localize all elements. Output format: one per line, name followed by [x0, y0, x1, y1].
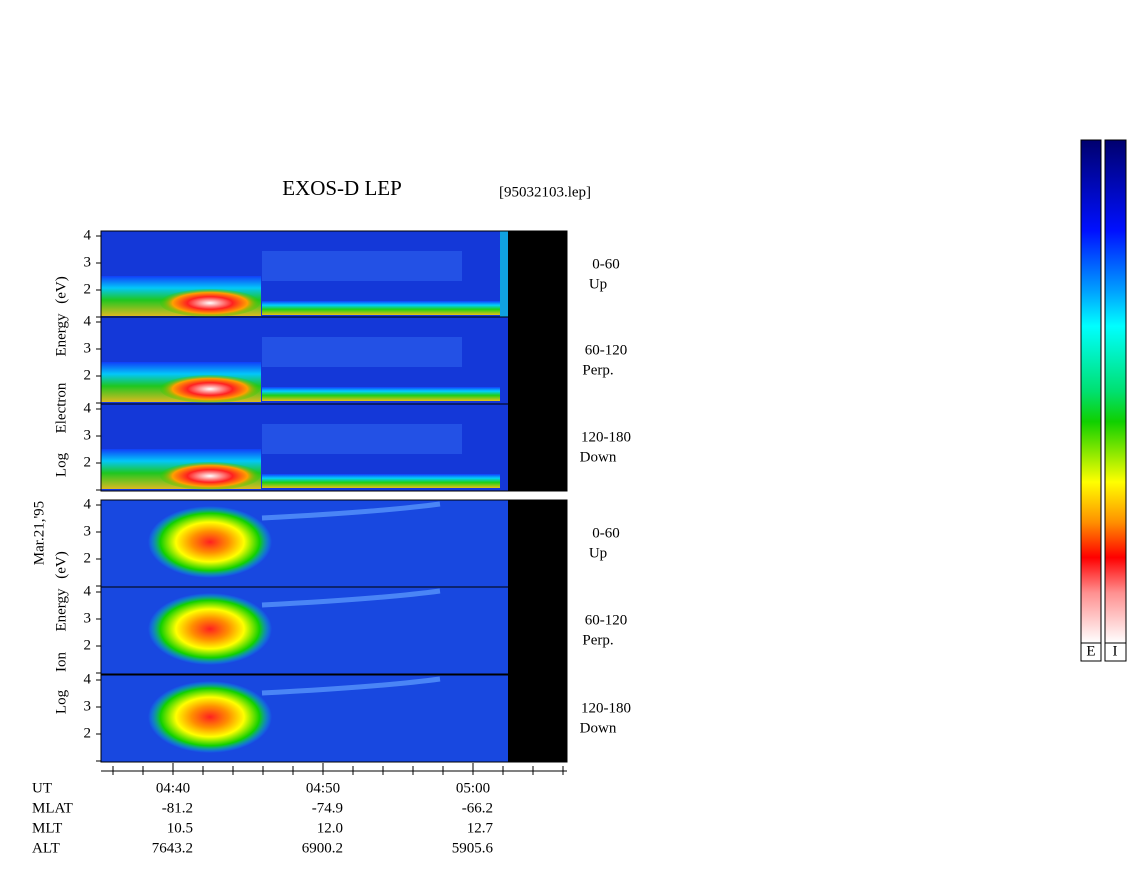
ion-streak — [261, 501, 441, 521]
y-tick-label: 3 — [84, 523, 92, 539]
no-data — [508, 231, 567, 318]
no-data — [508, 404, 567, 491]
row-label: MLT — [32, 820, 62, 836]
ion-region — [148, 681, 272, 753]
row-value: -81.2 — [162, 800, 193, 816]
row-value: 7643.2 — [152, 840, 193, 856]
hot-region — [160, 375, 260, 403]
y-tick-label: 2 — [84, 454, 92, 470]
orbit-table: UT 04:40 04:50 05:00 MLAT -81.2 -74.9 -66.2 MLT 1… — [32, 780, 494, 856]
axis-label: Log — [53, 452, 69, 477]
low-band — [262, 474, 500, 488]
axis-label: (eV) — [53, 276, 69, 303]
y-tick-label: 2 — [84, 637, 92, 653]
haze — [262, 424, 462, 454]
y-tick-label: 4 — [84, 227, 92, 243]
row-value: 10.5 — [167, 820, 193, 836]
colorbar-label-box — [1080, 642, 1102, 662]
panel-frame — [100, 586, 568, 675]
y-tick-label: 2 — [84, 725, 92, 741]
axis-label: Ion — [53, 652, 69, 672]
colorbars: E I — [1080, 139, 1127, 662]
colorbar-label: E — [1086, 643, 1095, 659]
haze — [262, 251, 462, 281]
panel-range: 120-180 — [581, 700, 631, 716]
axis-label: Energy — [53, 313, 69, 357]
panel: 2 3 4 60-120 Perp. — [84, 313, 628, 405]
panel-direction: Perp. — [582, 362, 613, 378]
time-ticks — [112, 763, 564, 775]
hot-region — [160, 462, 260, 490]
y-tick-label: 4 — [84, 496, 92, 512]
no-data — [508, 500, 567, 587]
panel-direction: Up — [589, 276, 607, 292]
title: EXOS-D LEP — [282, 176, 402, 200]
no-data — [508, 587, 567, 674]
panels: 2 3 4 0-60 Up 2 3 4 60-120 Perp. 2 3 4 120-180 Down 2 3 4… — [53, 227, 631, 763]
axis-label: Energy — [53, 588, 69, 632]
row-label: UT — [32, 780, 52, 796]
colorbar-e — [1080, 139, 1102, 644]
axis-label: Log — [53, 689, 69, 714]
row-value: -66.2 — [462, 800, 493, 816]
axis-label: Electron — [53, 382, 69, 433]
y-tick-label: 4 — [84, 671, 92, 687]
colorbar-i — [1104, 139, 1127, 644]
panel-direction: Up — [589, 545, 607, 561]
y-tick-label: 3 — [84, 254, 92, 270]
panel-range: 60-120 — [585, 612, 628, 628]
row-value: 5905.6 — [452, 840, 494, 856]
colorbar-label: I — [1113, 643, 1118, 659]
panel: 2 3 4 0-60 Up — [84, 227, 620, 319]
colorbar-label-box — [1104, 642, 1127, 662]
row-value: 04:50 — [306, 780, 340, 796]
axis-label: (eV) — [53, 551, 69, 578]
low-band — [262, 387, 500, 401]
y-tick-label: 2 — [84, 367, 92, 383]
ion-region — [148, 506, 272, 578]
y-tick-label: 4 — [84, 400, 92, 416]
y-tick-label: 3 — [84, 610, 92, 626]
y-tick-label: 4 — [84, 583, 92, 599]
y-tick-label: 3 — [84, 340, 92, 356]
panel-range: 0-60 — [592, 525, 620, 541]
no-data — [508, 317, 567, 404]
panel: 2 3 4 60-120 Perp. — [84, 583, 628, 675]
low-band — [262, 301, 500, 315]
panel-direction: Perp. — [582, 632, 613, 648]
panel-range: 120-180 — [581, 429, 631, 445]
row-label: ALT — [32, 840, 60, 856]
no-data — [508, 675, 567, 762]
haze — [262, 337, 462, 367]
row-value: 12.7 — [467, 820, 494, 836]
panel: 2 3 4 120-180 Down — [84, 671, 631, 763]
row-value: -74.9 — [312, 800, 343, 816]
ion-streak — [261, 588, 441, 608]
date: Mar.21,'95 — [31, 501, 47, 565]
row-value: 05:00 — [456, 780, 490, 796]
ion-region — [148, 593, 272, 665]
row-value: 04:40 — [156, 780, 190, 796]
panel: 2 3 4 0-60 Up — [84, 496, 620, 588]
y-tick-label: 3 — [84, 427, 92, 443]
y-tick-label: 2 — [84, 281, 92, 297]
ion-streak — [261, 676, 441, 696]
panel-direction: Down — [580, 449, 617, 465]
row-value: 12.0 — [317, 820, 343, 836]
panel-frame — [100, 674, 568, 763]
row-label: MLAT — [32, 800, 73, 816]
y-tick-label: 4 — [84, 313, 92, 329]
file-name: [95032103.lep] — [499, 184, 591, 200]
panel-direction: Down — [580, 720, 617, 736]
edge-stripe — [500, 231, 508, 318]
y-tick-label: 3 — [84, 698, 92, 714]
hot-region — [160, 289, 260, 317]
y-tick-label: 2 — [84, 550, 92, 566]
panel-range: 60-120 — [585, 342, 628, 358]
panel-range: 0-60 — [592, 256, 620, 272]
panel-frame — [100, 403, 568, 492]
row-value: 6900.2 — [302, 840, 343, 856]
panel: 2 3 4 120-180 Down — [84, 400, 631, 492]
